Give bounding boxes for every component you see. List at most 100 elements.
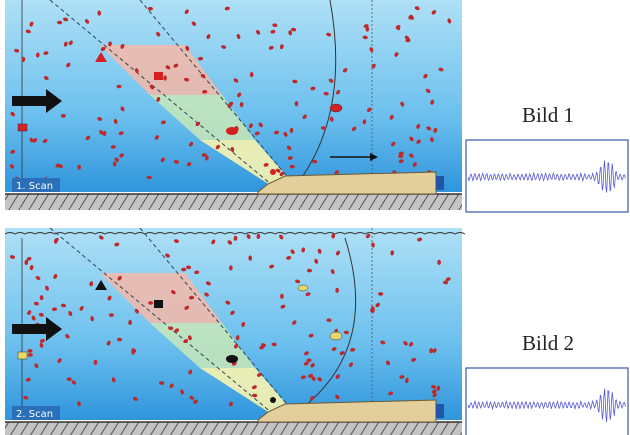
particle: [113, 118, 118, 124]
particle: [426, 126, 432, 131]
scan-boundary: [299, 237, 357, 411]
particle: [24, 259, 29, 266]
particle: [256, 29, 261, 35]
particle: [160, 157, 165, 163]
particle: [314, 258, 319, 264]
particle: [211, 239, 216, 245]
particle: [14, 48, 20, 53]
particle: [147, 6, 153, 11]
particle: [184, 77, 190, 82]
particle: [117, 275, 122, 281]
particle: [63, 17, 69, 22]
particle: [27, 349, 33, 353]
particle: [111, 377, 116, 383]
water: [5, 0, 462, 192]
floor: [5, 194, 462, 210]
particle: [42, 138, 48, 143]
particle: [66, 62, 71, 68]
particle: [287, 156, 293, 160]
particle: [366, 107, 372, 113]
scan-boundary: [299, 0, 337, 181]
particle: [39, 342, 44, 348]
particle: [286, 145, 292, 151]
flow-arrow: [12, 317, 62, 341]
particle: [271, 342, 277, 347]
particle: [411, 357, 417, 362]
particle: [233, 235, 238, 241]
particle: [100, 46, 106, 52]
reflector: [329, 331, 343, 341]
particle: [343, 330, 349, 335]
particle: [310, 395, 315, 401]
particle: [68, 40, 73, 46]
particle: [206, 34, 211, 40]
particle: [108, 313, 114, 317]
particle: [108, 41, 112, 47]
particle: [335, 287, 339, 293]
particle: [256, 233, 261, 239]
image-label: Bild 2: [522, 331, 574, 355]
particle: [270, 29, 276, 34]
particle: [317, 377, 323, 382]
particle: [227, 240, 233, 245]
particle: [294, 101, 299, 107]
particle: [414, 6, 420, 11]
particle: [77, 164, 81, 170]
particle: [230, 146, 235, 153]
particle: [34, 363, 39, 369]
particle: [279, 44, 284, 50]
particle: [408, 14, 413, 20]
particle: [200, 73, 206, 79]
particle: [188, 141, 194, 147]
particle: [233, 78, 239, 83]
particle: [43, 51, 49, 55]
particle: [193, 399, 198, 404]
particle: [32, 137, 38, 143]
particle: [57, 20, 63, 25]
reflector: [297, 284, 309, 292]
particle: [23, 395, 29, 400]
connector: [436, 404, 444, 418]
particle: [205, 155, 209, 161]
particle: [60, 113, 66, 118]
particle: [369, 47, 374, 53]
particle: [133, 396, 138, 401]
scan-label: 1. Scan: [16, 181, 53, 192]
particle: [195, 121, 201, 127]
particle: [35, 52, 40, 58]
particle: [246, 234, 251, 239]
particle: [120, 106, 125, 112]
particle: [437, 259, 441, 265]
particle: [248, 255, 253, 261]
particle: [378, 292, 384, 296]
particle: [189, 395, 195, 400]
particle: [188, 335, 192, 341]
particle: [404, 35, 410, 40]
particle: [416, 123, 421, 129]
particle: [268, 45, 274, 50]
particle: [330, 269, 335, 275]
particle: [65, 334, 70, 339]
particle: [116, 337, 123, 342]
scan-label-bg: [12, 178, 60, 192]
particle: [173, 63, 179, 68]
particle: [290, 249, 295, 255]
particle: [362, 119, 367, 125]
particle: [304, 351, 309, 356]
particle: [335, 394, 340, 400]
particle: [204, 292, 209, 297]
particle: [409, 136, 414, 142]
particle: [118, 131, 124, 136]
particle: [9, 164, 15, 169]
particle: [305, 292, 311, 297]
image-label: Bild 1: [522, 103, 574, 127]
particle: [306, 358, 312, 363]
particle: [102, 130, 107, 137]
particle: [334, 170, 340, 175]
particle: [233, 343, 239, 349]
particle: [351, 126, 357, 132]
particle: [185, 45, 190, 51]
particle: [165, 253, 170, 258]
particle: [398, 154, 404, 159]
connector: [436, 176, 444, 190]
